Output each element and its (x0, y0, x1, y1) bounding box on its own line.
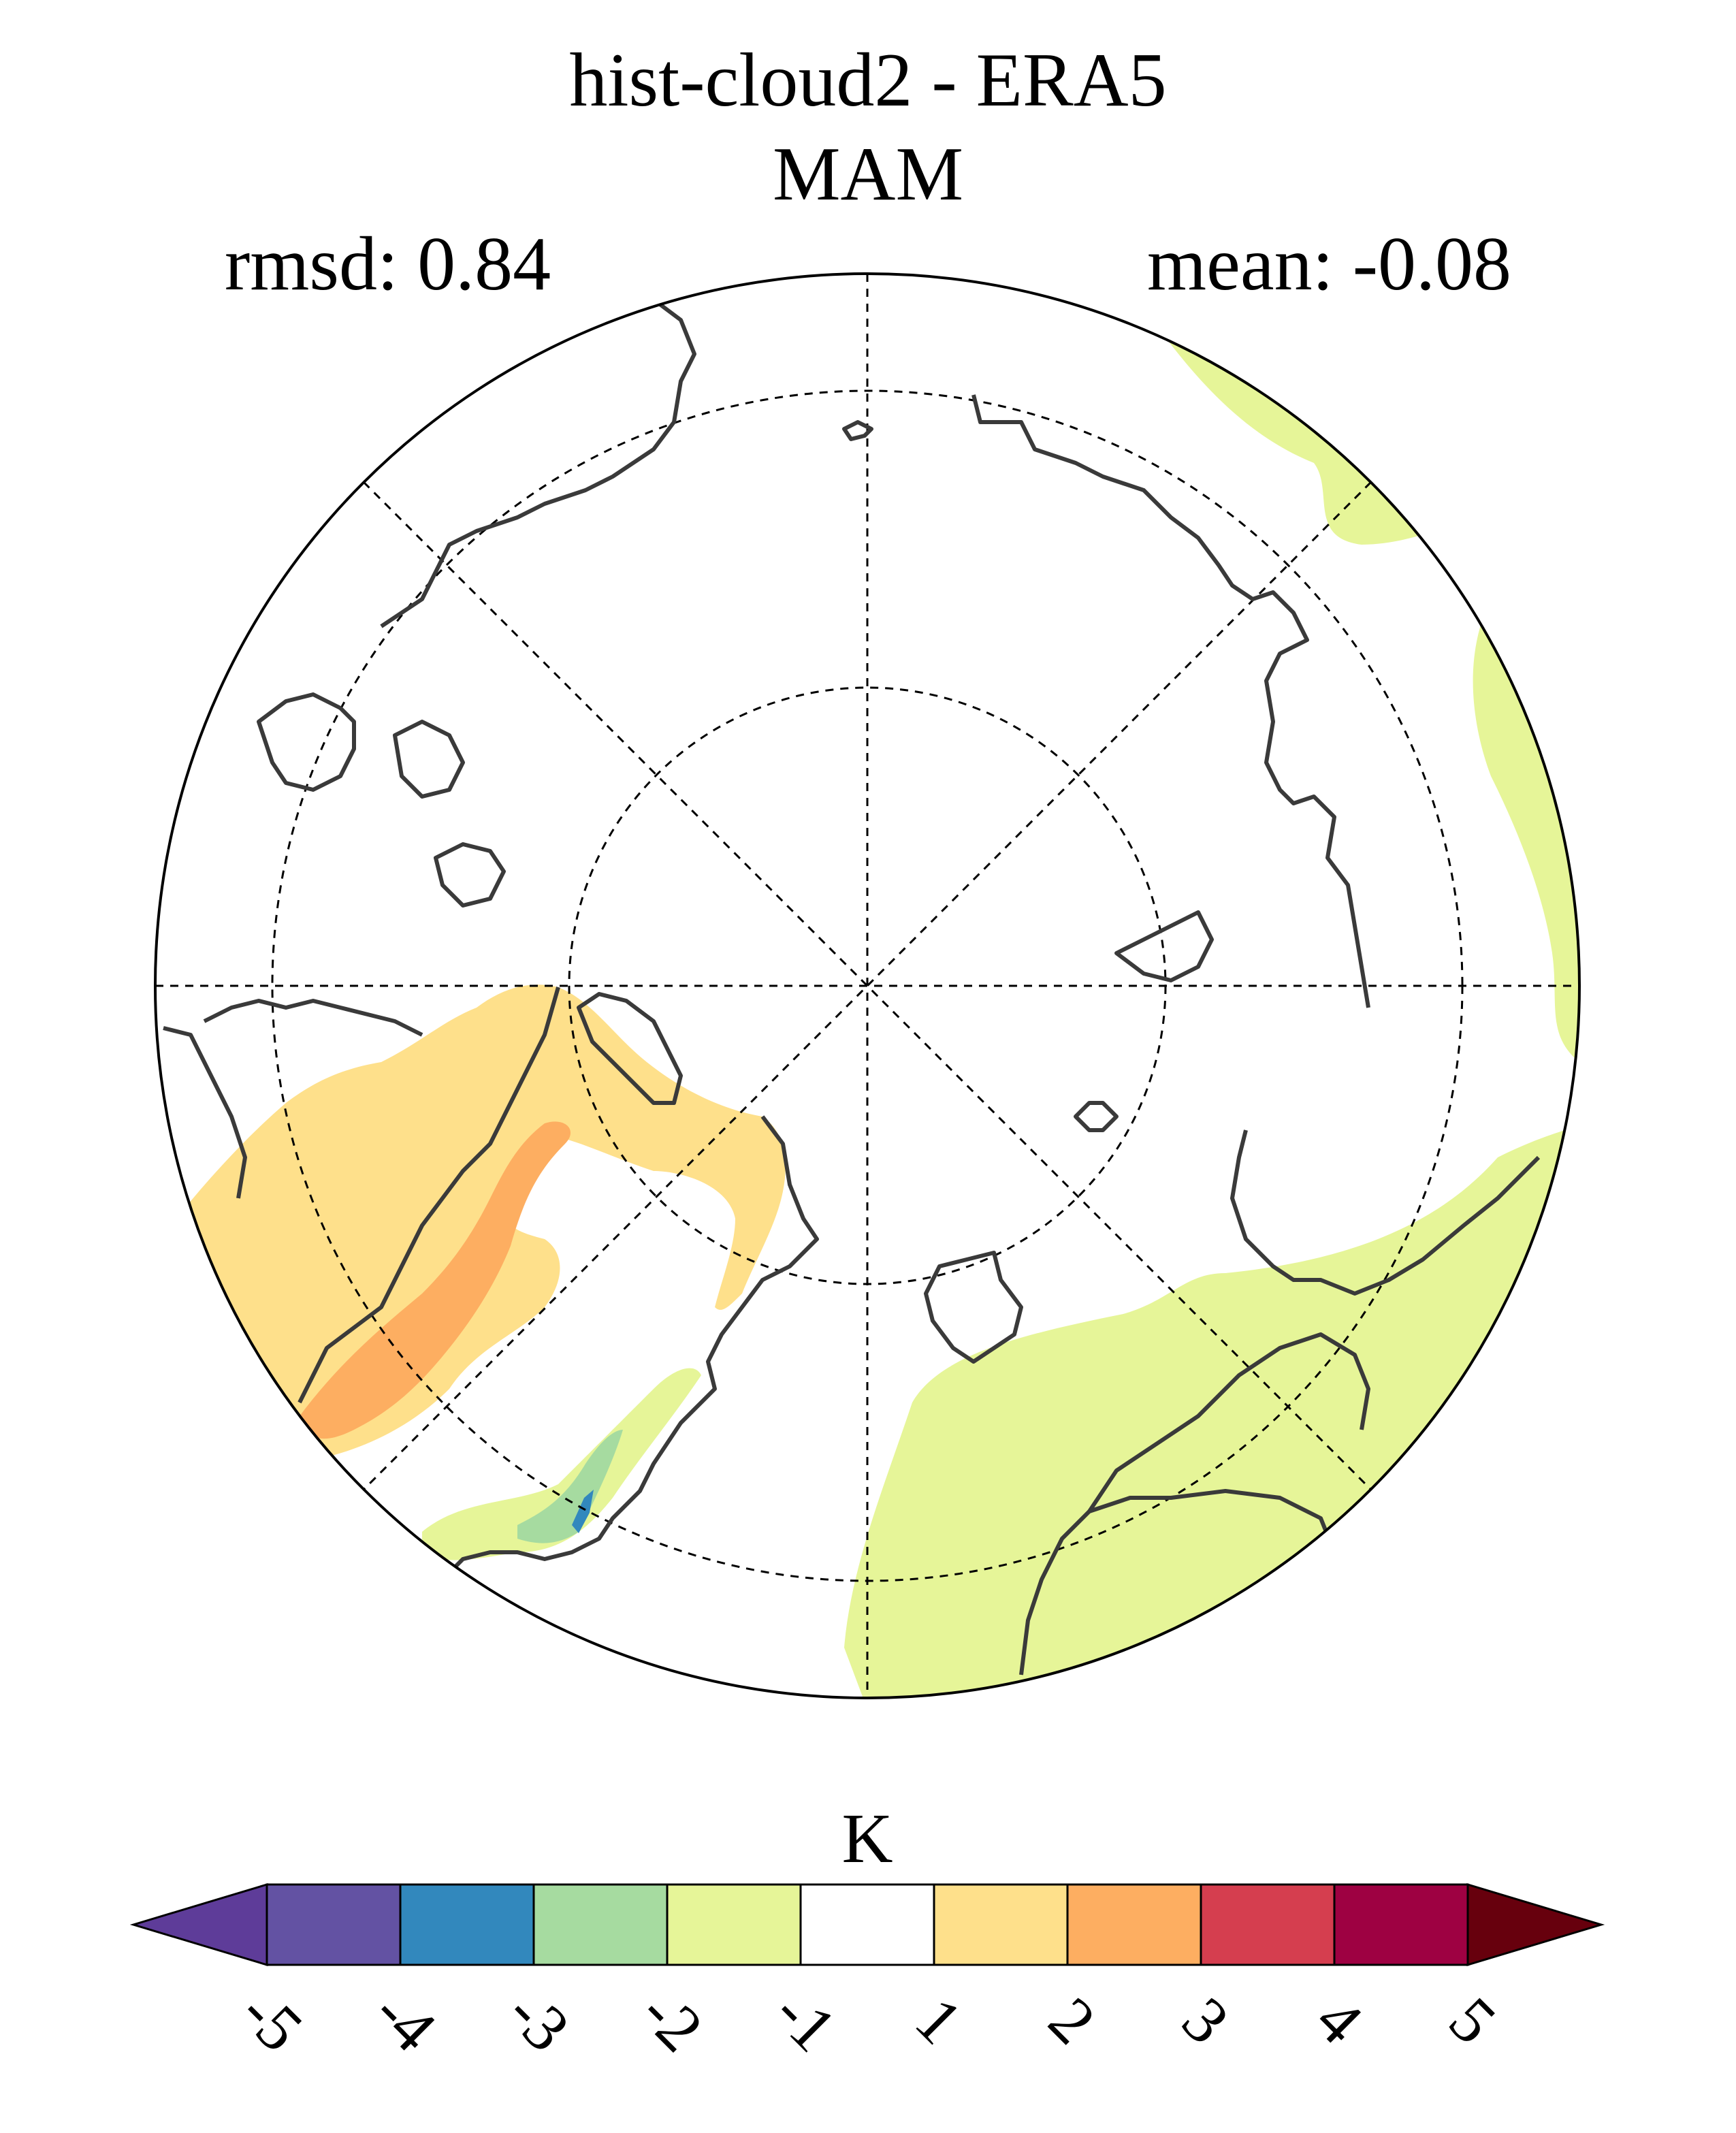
colorbar-box (266, 1883, 402, 1966)
coastline-taymyr (203, 999, 423, 1037)
colorbar-extend-low (129, 1882, 268, 1967)
cool-region-southwest (422, 1368, 701, 1560)
coastline-eurasia-north (380, 298, 696, 628)
cool-region-east (1473, 599, 1579, 1062)
colorbar-tick-label: 3 (1169, 1983, 1244, 2058)
colorbar-tick-label: -3 (494, 1975, 583, 2065)
graticule (155, 274, 1579, 1698)
cool-region-southeast (844, 1123, 1579, 1698)
colorbar-tick-label: 1 (902, 1983, 977, 2058)
colorbar-tick-label: 2 (1035, 1983, 1110, 2058)
coastline-greenland (1114, 910, 1214, 982)
cool-region-southwest-mid (517, 1430, 623, 1543)
coastline-svalbard (1074, 1101, 1119, 1132)
colorbar-box (399, 1883, 535, 1966)
colorbar-tick-label: -2 (627, 1975, 717, 2065)
colorbar-tick-label: -4 (360, 1975, 450, 2065)
coastlines (163, 298, 1541, 1675)
colorbar-box (799, 1883, 935, 1966)
colorbar-box (1333, 1883, 1469, 1966)
coastline-western-islands-2 (434, 842, 506, 908)
colorbar-box (1066, 1883, 1202, 1966)
colorbar-ticks: -5 -4 -3 -2 -1 1 2 3 4 5 (227, 1975, 1510, 2065)
coastline-western-coast (163, 1026, 247, 1199)
coastline-island-north (842, 420, 873, 441)
warm-region-core (300, 1121, 571, 1439)
coastline-scandinavia (577, 992, 683, 1105)
coastline-siberia-west (257, 692, 356, 792)
colorbar-tick-label: 4 (1302, 1983, 1377, 2058)
coastline-europe-inner (298, 987, 560, 1404)
coastline-canadian-archipelago (924, 1251, 1023, 1364)
colorbar-box (933, 1883, 1069, 1966)
meridian-diagonal-1 (362, 481, 1372, 1491)
coastline-alaska (1230, 1129, 1541, 1296)
colorbar-tick-label: -1 (760, 1975, 850, 2065)
cool-region-southwest-core (572, 1490, 594, 1533)
colorbar-extend-high (1466, 1882, 1605, 1967)
colorbar-unit-label: K (841, 1799, 893, 1878)
colorbar-box (1200, 1883, 1336, 1966)
rmsd-label: rmsd: 0.84 (225, 222, 551, 306)
meridian-diagonal-2 (362, 481, 1372, 1491)
colorbar-tick-label: -5 (227, 1975, 317, 2065)
map-boundary (154, 272, 1581, 1699)
coastline-western-islands (393, 720, 465, 799)
colorbar (129, 1882, 1605, 1967)
coastline-hudson-bay (1087, 1332, 1370, 1513)
coastline-europe-west (447, 1115, 819, 1575)
colorbar-tick-label: 5 (1436, 1983, 1511, 2058)
colorbar-box (666, 1883, 802, 1966)
chart-title: hist-cloud2 - ERA5 (569, 38, 1167, 123)
warm-region-outer (155, 984, 786, 1460)
coastline-siberia-east (971, 394, 1370, 1008)
season-label: MAM (772, 132, 964, 216)
mean-label: mean: -0.08 (1147, 222, 1511, 306)
colorbar-box (532, 1883, 669, 1966)
coastline-north-america (1019, 1489, 1336, 1675)
cool-region-northeast (1157, 327, 1579, 545)
